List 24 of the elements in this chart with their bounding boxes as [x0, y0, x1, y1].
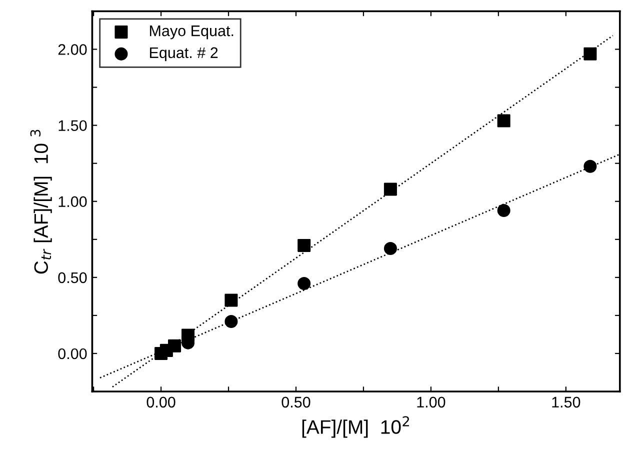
x-tick-label: 1.00 — [417, 396, 446, 408]
point — [298, 238, 311, 252]
point — [584, 47, 597, 60]
x-tick-label: 0.00 — [146, 396, 176, 408]
x-tick-label: 1.50 — [552, 396, 580, 408]
y-tick-label: 1.00 — [58, 196, 87, 208]
y-axis-title: C$_{tr}$ [AF]/[M] 10 $^{3}$ — [30, 130, 52, 274]
y-tick-label: 1.50 — [58, 120, 87, 132]
point — [224, 315, 238, 328]
point — [298, 277, 311, 290]
y-tick-label: 0.50 — [58, 272, 87, 284]
x-axis-title: [AF]/[M] 10$^{2}$ — [302, 416, 409, 438]
y-tick-label: 0.00 — [58, 348, 87, 360]
point — [384, 242, 397, 256]
y-tick-label: 2.00 — [58, 44, 87, 55]
x-tick-label: 0.50 — [282, 396, 310, 408]
legend-label: Mayo Equat. — [150, 26, 234, 40]
legend-label: Equat. # 2 — [150, 47, 218, 62]
point — [584, 160, 597, 173]
point — [168, 339, 182, 352]
point — [384, 182, 397, 196]
point — [224, 294, 238, 307]
point — [497, 114, 510, 128]
point — [497, 204, 510, 218]
